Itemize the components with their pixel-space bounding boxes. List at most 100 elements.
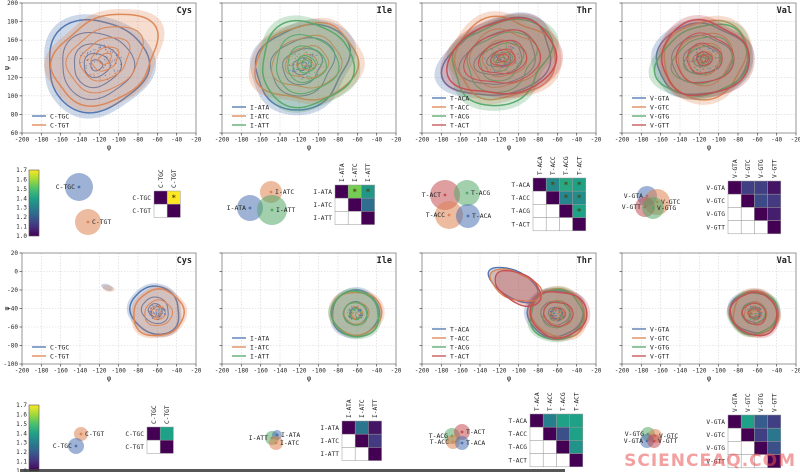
panel-title-ile: Ile: [377, 256, 392, 266]
heatmap-cell: [740, 180, 755, 195]
svg-text:180: 180: [7, 19, 18, 26]
svg-text:-180: -180: [234, 368, 249, 375]
bubble-label: T-ACT: [466, 428, 485, 436]
heatmap-cell: [159, 439, 174, 454]
heatmap-row-label: V-GTG: [706, 445, 725, 452]
heatmap-row-label: T-ACG: [508, 444, 527, 451]
svg-text:-120: -120: [292, 368, 307, 375]
heatmap-cell: [347, 211, 362, 225]
svg-text:100: 100: [7, 93, 18, 100]
svg-text:120: 120: [7, 74, 18, 81]
legend-label: I-ATA: [250, 334, 269, 342]
legend-label: T-ACC: [450, 103, 469, 111]
bubble-label: V-GTG: [657, 204, 676, 212]
svg-text:-140: -140: [273, 368, 288, 375]
colorbar-tick: 1.5: [16, 421, 27, 428]
bubble-center-dot: [269, 190, 273, 194]
svg-text:-120: -120: [692, 368, 707, 375]
x-axis-label: φ: [707, 144, 711, 152]
heatmap-cell: [569, 440, 584, 454]
heatmap-cell: [767, 220, 782, 235]
heatmap-row-label: I-ATA: [320, 425, 339, 432]
svg-text:-100: -100: [111, 368, 126, 375]
heatmap-col-label: I-ATA: [346, 399, 353, 418]
svg-text:-80: -80: [133, 137, 144, 144]
legend-label: V-GTT: [650, 121, 669, 129]
heatmap-row-label: I-ATC: [320, 438, 339, 445]
heatmap-row-label: I-ATT: [320, 451, 339, 458]
colorbar-tick: 1.7: [16, 167, 27, 174]
colorbar-tick: 1.5: [16, 186, 27, 193]
heatmap-row-label: V-GTT: [706, 224, 725, 231]
svg-text:-200: -200: [215, 368, 230, 375]
bubble-center-dot: [274, 441, 278, 445]
legend-label: T-ACC: [450, 334, 469, 342]
significance-star: *: [550, 180, 555, 189]
heatmap-col-label: C-TGT: [171, 169, 178, 188]
y-axis-label: ψ: [3, 66, 11, 70]
legend-label: I-ATT: [250, 121, 269, 129]
heatmap-col-label: V-GTC: [745, 393, 752, 412]
heatmap-cell: [334, 184, 349, 199]
svg-text:-200: -200: [415, 137, 430, 144]
contour-panel-val-row1: -200 -180 -160 -140 -120 -100 -80 -60 -40 -20 φ Val…: [615, 2, 800, 152]
bubble-label: V-GTT: [622, 203, 641, 211]
heatmap-col-label: T-ACT: [573, 392, 580, 411]
heatmap-row-label: T-ACG: [511, 208, 530, 215]
panel-title-val: Val: [777, 256, 792, 266]
heatmap-cell: [542, 440, 557, 454]
svg-text:-40: -40: [7, 306, 18, 313]
bubble-label: T-ACT: [422, 191, 441, 199]
heatmap-row-label: V-GTC: [706, 432, 725, 439]
heatmap-cell: [740, 207, 755, 221]
heatmap-cell: [159, 426, 174, 441]
svg-text:-120: -120: [492, 368, 507, 375]
heatmap-col-label: V-GTA: [732, 393, 739, 412]
heatmap-row-label: T-ACT: [508, 457, 527, 464]
heatmap-ile-row2: I-ATA I-ATA I-ATC I-ATC I-ATT I-ATT: [320, 399, 382, 461]
significance-star: *: [577, 194, 582, 203]
heatmap-row-label: V-GTA: [706, 419, 725, 426]
heatmap-cell: [754, 414, 768, 429]
heatmap-cys-row2: C-TGC C-TGC C-TGT C-TGT: [125, 405, 174, 454]
legend-label: I-ATA: [250, 103, 269, 111]
svg-text:-200: -200: [215, 137, 230, 144]
heatmap-cell: [146, 439, 161, 454]
heatmap-cell: [361, 211, 375, 225]
heatmap-cell: [529, 453, 544, 468]
svg-text:-80: -80: [533, 368, 544, 375]
heatmap-col-label: C-TGC: [158, 169, 165, 188]
watermark: SCIENCEAQ.COM: [624, 451, 796, 471]
heatmap-cell: [146, 426, 161, 441]
bubble-center-dot: [466, 214, 470, 218]
svg-text:-60: -60: [552, 368, 563, 375]
svg-text:-80: -80: [7, 343, 18, 350]
bubble-center-dot: [270, 208, 274, 212]
bubble-cluster-val-row1: V-GTA V-GTC V-GTT V-GTG: [622, 186, 680, 219]
heatmap-col-label: V-GTT: [771, 393, 778, 412]
heatmap-row-label: I-ATA: [313, 189, 332, 196]
heatmap-cell: [754, 220, 768, 235]
heatmap-row-label: V-GTT: [706, 458, 725, 465]
legend-label: C-TGC: [50, 343, 69, 351]
heatmap-row-label: T-ACC: [508, 431, 527, 438]
legend-label: T-ACG: [450, 112, 469, 120]
heatmap-cell: [532, 177, 547, 192]
colorbar-tick: 1.4: [16, 195, 27, 202]
svg-text:-120: -120: [92, 368, 107, 375]
legend-label: V-GTC: [650, 334, 669, 342]
heatmap-cell: [572, 217, 587, 232]
svg-text:-60: -60: [752, 137, 763, 144]
bubble-center-dot: [451, 440, 455, 444]
svg-text:-160: -160: [453, 137, 468, 144]
bubble-center-dot: [443, 193, 447, 197]
svg-text:80: 80: [11, 111, 19, 118]
significance-star: *: [171, 193, 176, 202]
panel-title-thr: Thr: [577, 256, 592, 266]
bubble-label: T-ACA: [472, 212, 491, 220]
svg-text:-180: -180: [634, 368, 649, 375]
bubble-label: V-GTC: [661, 198, 680, 206]
significance-star: *: [352, 187, 357, 196]
heatmap-row-label: C-TGT: [125, 444, 144, 451]
